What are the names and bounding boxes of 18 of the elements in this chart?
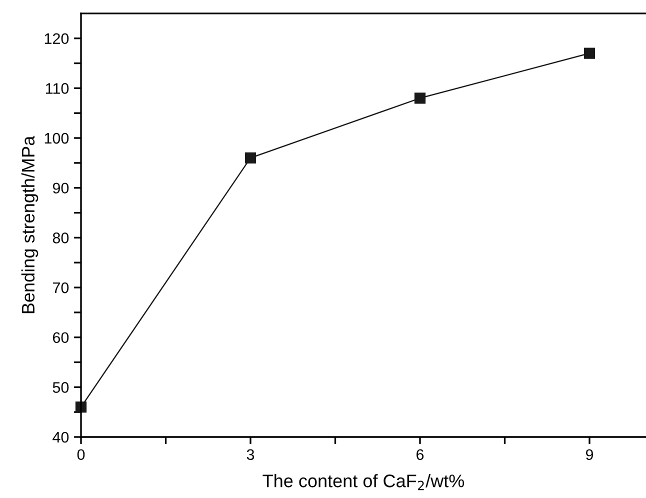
y-tick-label: 120	[44, 33, 69, 44]
point	[244, 152, 256, 164]
y-tick-label: 70	[52, 282, 69, 294]
x-tick-label: 3	[246, 449, 254, 460]
y-tick-label: 40	[52, 432, 69, 443]
y-tick-label: 110	[46, 83, 69, 94]
x-tick-label: 9	[586, 449, 594, 460]
x-tick-label: 6	[416, 449, 424, 460]
point	[414, 92, 426, 104]
y-tick-label: 90	[52, 182, 69, 194]
y-tick-label: 80	[52, 232, 69, 244]
y-tick-label: 60	[52, 332, 69, 344]
point	[584, 48, 596, 59]
x-axis-title: The content of CaF$_{2}$/wt%	[262, 474, 464, 490]
y-axis-title: Bending strength/MPa	[21, 136, 38, 314]
x-tick-label: 0	[77, 449, 85, 460]
y-tick-label: 100	[44, 132, 69, 144]
y-tick-label: 50	[52, 382, 69, 393]
